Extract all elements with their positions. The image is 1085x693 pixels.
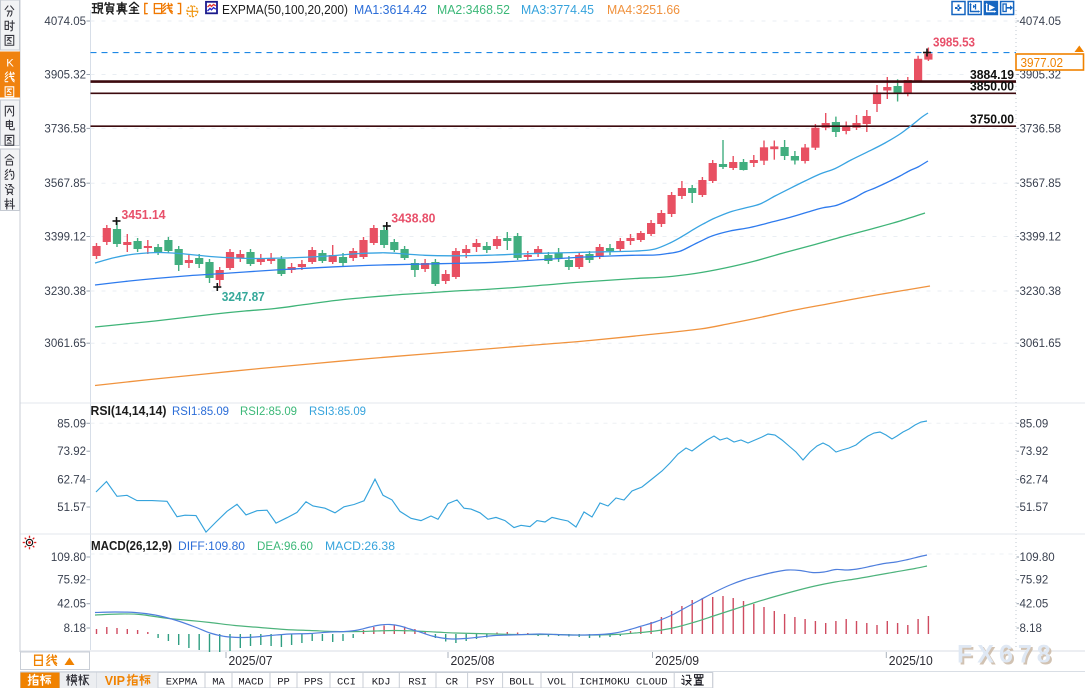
svg-text:3451.14: 3451.14 xyxy=(122,208,166,222)
svg-text:3884.19: 3884.19 xyxy=(970,68,1014,82)
svg-text:3567.85: 3567.85 xyxy=(44,178,86,190)
svg-text:CR: CR xyxy=(445,677,458,689)
svg-text:85.09: 85.09 xyxy=(57,418,86,430)
svg-text:51.57: 51.57 xyxy=(1020,502,1049,514)
svg-text:109.80: 109.80 xyxy=(1020,552,1055,564)
svg-text:62.74: 62.74 xyxy=(1020,475,1049,487)
svg-text:3247.87: 3247.87 xyxy=(222,290,265,304)
svg-text:3230.38: 3230.38 xyxy=(44,286,86,298)
svg-text:3230.38: 3230.38 xyxy=(1020,286,1062,298)
svg-text:CCI: CCI xyxy=(337,677,356,689)
svg-text:73.92: 73.92 xyxy=(57,446,86,458)
svg-text:RSI(14,14,14): RSI(14,14,14) xyxy=(91,404,167,418)
svg-text:PPS: PPS xyxy=(304,677,323,689)
svg-text:73.92: 73.92 xyxy=(1020,446,1049,458)
svg-text:KDJ: KDJ xyxy=(372,677,391,689)
svg-text:2025/08: 2025/08 xyxy=(451,653,495,668)
svg-text:ICHIMOKU CLOUD: ICHIMOKU CLOUD xyxy=(579,677,667,689)
svg-text:RSI2:85.09: RSI2:85.09 xyxy=(240,406,297,418)
svg-text:2025/07: 2025/07 xyxy=(229,653,273,668)
svg-text:75.92: 75.92 xyxy=(57,575,86,587)
svg-text:2025/09: 2025/09 xyxy=(655,653,699,668)
svg-text:RSI3:85.09: RSI3:85.09 xyxy=(309,406,366,418)
svg-text:3438.80: 3438.80 xyxy=(391,212,435,226)
svg-text:DIFF:109.80: DIFF:109.80 xyxy=(178,541,245,553)
svg-text:4074.05: 4074.05 xyxy=(1020,16,1062,28)
svg-text:DEA:96.60: DEA:96.60 xyxy=(257,541,313,553)
svg-text:42.05: 42.05 xyxy=(1020,599,1049,611)
svg-text:3736.58: 3736.58 xyxy=(1020,123,1062,135)
svg-text:FX678: FX678 xyxy=(957,641,1056,669)
svg-text:51.57: 51.57 xyxy=(57,502,86,514)
svg-text:3399.12: 3399.12 xyxy=(44,232,86,244)
svg-text:8.18: 8.18 xyxy=(64,623,86,635)
svg-text:RSI1:85.09: RSI1:85.09 xyxy=(172,406,229,418)
svg-text:MA3:3774.45: MA3:3774.45 xyxy=(521,3,594,17)
svg-text:PSY: PSY xyxy=(476,677,496,689)
svg-text:MA: MA xyxy=(212,677,225,689)
svg-text:3905.32: 3905.32 xyxy=(1020,70,1062,82)
svg-text:MA2:3468.52: MA2:3468.52 xyxy=(437,3,510,17)
svg-text:3850.00: 3850.00 xyxy=(970,80,1014,94)
svg-text:MA4:3251.66: MA4:3251.66 xyxy=(607,3,680,17)
svg-text:75.92: 75.92 xyxy=(1020,575,1049,587)
svg-text:85.09: 85.09 xyxy=(1020,418,1049,430)
svg-text:RSI: RSI xyxy=(408,677,427,689)
svg-text:3567.85: 3567.85 xyxy=(1020,178,1062,190)
svg-text:PP: PP xyxy=(277,677,290,689)
svg-text:42.05: 42.05 xyxy=(57,599,86,611)
svg-text:4074.05: 4074.05 xyxy=(44,16,86,28)
svg-text:3399.12: 3399.12 xyxy=(1020,232,1062,244)
svg-text:3977.02: 3977.02 xyxy=(1021,56,1064,70)
svg-text:3061.65: 3061.65 xyxy=(44,338,86,350)
svg-text:K: K xyxy=(6,58,14,70)
svg-text:MACD: MACD xyxy=(238,677,263,689)
svg-text:MACD:26.38: MACD:26.38 xyxy=(325,541,395,553)
svg-text:VOL: VOL xyxy=(547,677,566,689)
svg-text:109.80: 109.80 xyxy=(51,552,86,564)
svg-text:EXPMA(50,100,20,200): EXPMA(50,100,20,200) xyxy=(222,2,348,17)
svg-text:3750.00: 3750.00 xyxy=(970,112,1014,126)
svg-text:VIP: VIP xyxy=(105,674,125,688)
svg-text:62.74: 62.74 xyxy=(57,475,86,487)
svg-text:MA1:3614.42: MA1:3614.42 xyxy=(354,3,427,17)
svg-text:3905.32: 3905.32 xyxy=(44,70,86,82)
svg-text:FX678: FX678 xyxy=(959,643,1058,671)
svg-text:8.18: 8.18 xyxy=(1020,623,1042,635)
svg-text:3061.65: 3061.65 xyxy=(1020,338,1062,350)
svg-text:MACD(26,12,9): MACD(26,12,9) xyxy=(91,539,172,553)
svg-text:3985.53: 3985.53 xyxy=(933,36,975,50)
svg-text:EXPMA: EXPMA xyxy=(166,677,198,689)
svg-text:BOLL: BOLL xyxy=(509,677,534,689)
svg-text:2025/10: 2025/10 xyxy=(889,653,933,668)
svg-text:3736.58: 3736.58 xyxy=(44,123,86,135)
